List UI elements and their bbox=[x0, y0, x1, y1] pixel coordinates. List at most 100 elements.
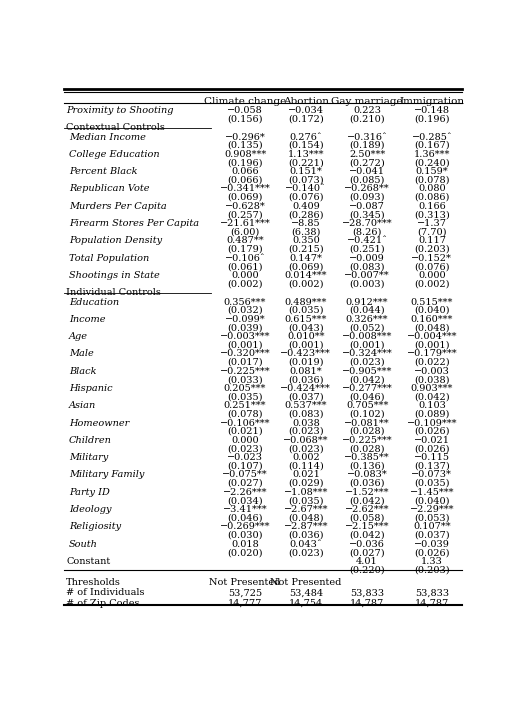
Text: 0.080: 0.080 bbox=[418, 185, 446, 194]
Text: (0.028): (0.028) bbox=[349, 427, 385, 436]
Text: (0.022): (0.022) bbox=[414, 358, 450, 367]
Text: (0.196): (0.196) bbox=[414, 115, 449, 124]
Text: (0.167): (0.167) bbox=[414, 141, 450, 150]
Text: Abortion: Abortion bbox=[283, 97, 329, 105]
Text: (0.251): (0.251) bbox=[349, 245, 385, 254]
Text: Black: Black bbox=[69, 367, 96, 375]
Text: (0.085): (0.085) bbox=[349, 175, 385, 185]
Text: (0.034): (0.034) bbox=[227, 496, 263, 506]
Text: (0.036): (0.036) bbox=[288, 531, 324, 540]
Text: (0.001): (0.001) bbox=[349, 341, 385, 349]
Text: (0.240): (0.240) bbox=[414, 158, 450, 168]
Text: 0.205***: 0.205*** bbox=[224, 384, 266, 393]
Text: −0.296*: −0.296* bbox=[225, 132, 265, 141]
Text: (0.135): (0.135) bbox=[227, 141, 263, 150]
Text: (0.038): (0.038) bbox=[414, 375, 449, 384]
Text: 0.014***: 0.014*** bbox=[285, 271, 327, 280]
Text: Income: Income bbox=[69, 315, 105, 324]
Text: 0.066: 0.066 bbox=[231, 167, 259, 176]
Text: (0.026): (0.026) bbox=[414, 548, 449, 557]
Text: 53,833: 53,833 bbox=[415, 588, 449, 597]
Text: −0.341***: −0.341*** bbox=[220, 185, 270, 194]
Text: 0.018: 0.018 bbox=[231, 539, 259, 549]
Text: (0.257): (0.257) bbox=[227, 210, 263, 219]
Text: (0.002): (0.002) bbox=[227, 279, 263, 288]
Text: 0.908***: 0.908*** bbox=[224, 150, 266, 159]
Text: Party ID: Party ID bbox=[69, 488, 110, 497]
Text: −1.37: −1.37 bbox=[417, 219, 447, 228]
Text: −1.52***: −1.52*** bbox=[345, 488, 389, 497]
Text: (0.042): (0.042) bbox=[349, 375, 385, 384]
Text: (0.061): (0.061) bbox=[227, 262, 263, 271]
Text: 0.350: 0.350 bbox=[292, 236, 320, 245]
Text: (0.039): (0.039) bbox=[227, 323, 263, 332]
Text: −0.007**: −0.007** bbox=[344, 271, 390, 280]
Text: (0.093): (0.093) bbox=[349, 193, 385, 202]
Text: −0.424***: −0.424*** bbox=[281, 384, 331, 393]
Text: −0.003***: −0.003*** bbox=[220, 332, 270, 341]
Text: College Education: College Education bbox=[69, 150, 160, 159]
Text: (0.052): (0.052) bbox=[349, 323, 385, 332]
Text: −0.115: −0.115 bbox=[414, 453, 450, 462]
Text: −1.45***: −1.45*** bbox=[410, 488, 454, 497]
Text: −0.225***: −0.225*** bbox=[220, 367, 270, 375]
Text: (0.203): (0.203) bbox=[414, 566, 450, 574]
Text: (0.021): (0.021) bbox=[227, 427, 263, 436]
Text: Firearm Stores Per Capita: Firearm Stores Per Capita bbox=[69, 219, 199, 228]
Text: Shootings in State: Shootings in State bbox=[69, 271, 160, 280]
Text: 0.223: 0.223 bbox=[353, 106, 381, 115]
Text: (8.26): (8.26) bbox=[352, 228, 382, 236]
Text: (0.102): (0.102) bbox=[349, 410, 385, 419]
Text: −0.628*: −0.628* bbox=[225, 201, 265, 211]
Text: −0.003: −0.003 bbox=[414, 367, 450, 375]
Text: 0.160***: 0.160*** bbox=[411, 315, 453, 324]
Text: −0.316ˆ: −0.316ˆ bbox=[347, 132, 387, 141]
Text: 1.33: 1.33 bbox=[421, 557, 443, 566]
Text: 0.489***: 0.489*** bbox=[285, 298, 327, 307]
Text: 0.159*: 0.159* bbox=[416, 167, 448, 176]
Text: Children: Children bbox=[69, 436, 112, 445]
Text: −2.29***: −2.29*** bbox=[410, 505, 454, 514]
Text: Religiosity: Religiosity bbox=[69, 522, 121, 532]
Text: −0.905***: −0.905*** bbox=[342, 367, 392, 375]
Text: 0.912***: 0.912*** bbox=[346, 298, 388, 307]
Text: 53,833: 53,833 bbox=[350, 588, 384, 597]
Text: Asian: Asian bbox=[69, 402, 96, 410]
Text: (0.027): (0.027) bbox=[349, 548, 385, 557]
Text: (0.136): (0.136) bbox=[349, 462, 385, 471]
Text: (0.035): (0.035) bbox=[227, 392, 263, 402]
Text: −0.225***: −0.225*** bbox=[342, 436, 392, 445]
Text: −2.15***: −2.15*** bbox=[345, 522, 389, 532]
Text: 0.117: 0.117 bbox=[418, 236, 446, 245]
Text: 14,754: 14,754 bbox=[289, 599, 323, 608]
Text: (0.345): (0.345) bbox=[349, 210, 385, 219]
Text: (0.023): (0.023) bbox=[288, 548, 324, 557]
Text: 0.021: 0.021 bbox=[292, 470, 320, 479]
Text: −0.385**: −0.385** bbox=[344, 453, 390, 462]
Text: 0.409: 0.409 bbox=[292, 201, 320, 211]
Text: −0.021: −0.021 bbox=[414, 436, 450, 445]
Text: −0.073*: −0.073* bbox=[411, 470, 452, 479]
Text: (0.073): (0.073) bbox=[288, 175, 324, 185]
Text: (0.037): (0.037) bbox=[288, 392, 324, 402]
Text: (0.203): (0.203) bbox=[414, 245, 450, 254]
Text: 14,787: 14,787 bbox=[350, 599, 384, 608]
Text: (0.189): (0.189) bbox=[349, 141, 385, 150]
Text: (6.38): (6.38) bbox=[291, 228, 321, 236]
Text: (0.042): (0.042) bbox=[349, 496, 385, 506]
Text: −0.068**: −0.068** bbox=[283, 436, 329, 445]
Text: 0.515***: 0.515*** bbox=[411, 298, 453, 307]
Text: −8.85: −8.85 bbox=[291, 219, 321, 228]
Text: Not Presented: Not Presented bbox=[209, 578, 281, 587]
Text: 0.043ˆ: 0.043ˆ bbox=[289, 539, 322, 549]
Text: (0.023): (0.023) bbox=[227, 444, 263, 453]
Text: (0.043): (0.043) bbox=[288, 323, 324, 332]
Text: (0.042): (0.042) bbox=[414, 392, 450, 402]
Text: −2.87***: −2.87*** bbox=[284, 522, 328, 532]
Text: −0.109***: −0.109*** bbox=[407, 419, 457, 428]
Text: −0.004***: −0.004*** bbox=[407, 332, 457, 341]
Text: −0.148: −0.148 bbox=[414, 106, 450, 115]
Text: (0.046): (0.046) bbox=[349, 392, 385, 402]
Text: Homeowner: Homeowner bbox=[69, 419, 129, 428]
Text: Age: Age bbox=[69, 332, 88, 341]
